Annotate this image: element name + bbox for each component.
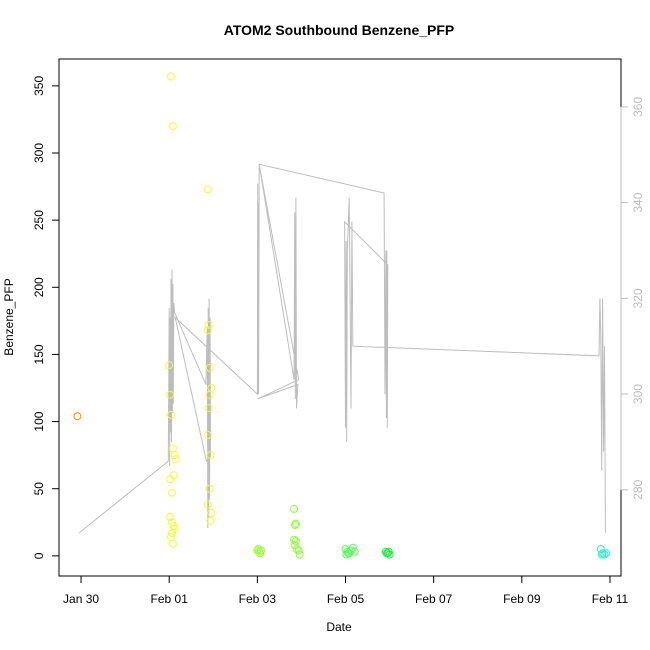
y2-tick-label: 320 <box>631 288 645 308</box>
data-point <box>169 471 178 480</box>
y-tick-label: 350 <box>32 76 46 96</box>
points-layer <box>73 72 611 559</box>
x-tick-label: Feb 05 <box>327 592 365 606</box>
data-point <box>203 326 212 335</box>
x-tick-label: Feb 07 <box>415 592 453 606</box>
data-point <box>203 500 212 509</box>
data-point <box>291 541 299 550</box>
data-point <box>290 535 299 544</box>
y2-tick-label: 300 <box>631 384 645 404</box>
data-point <box>168 518 176 527</box>
data-point <box>167 533 175 542</box>
chart-title: ATOM2 Southbound Benzene_PFP <box>224 22 455 38</box>
data-point <box>290 504 299 513</box>
data-point <box>344 549 353 558</box>
data-point <box>205 390 214 399</box>
data-point <box>205 484 214 493</box>
line-series <box>78 163 606 534</box>
y-tick-label: 0 <box>32 552 46 559</box>
data-point <box>168 444 177 453</box>
y-tick-label: 300 <box>32 143 46 163</box>
data-point <box>295 550 304 559</box>
data-point <box>206 516 215 525</box>
data-point <box>170 451 179 460</box>
y2-tick-label: 340 <box>631 192 645 212</box>
plot-frame <box>58 58 622 577</box>
data-point <box>206 451 215 460</box>
y-tick-label: 200 <box>32 277 46 297</box>
data-point <box>253 546 262 555</box>
y-tick-label: 150 <box>32 344 46 364</box>
data-point <box>168 122 177 131</box>
data-point <box>167 72 175 81</box>
y2-axis: 280 300 320 340 360 <box>620 97 645 500</box>
x-tick-label: Feb 01 <box>151 592 189 606</box>
data-point <box>602 549 611 558</box>
data-point <box>207 508 216 517</box>
data-point <box>597 550 606 559</box>
data-point <box>203 185 212 194</box>
data-point <box>291 521 299 529</box>
data-point <box>168 488 176 497</box>
x-tick-label: Feb 03 <box>239 592 277 606</box>
data-point <box>166 512 175 521</box>
data-point <box>348 543 357 552</box>
data-point <box>203 431 212 439</box>
y-tick-label: 100 <box>32 411 46 431</box>
data-point <box>596 545 605 554</box>
data-point <box>294 546 303 555</box>
data-point <box>382 549 391 558</box>
x-tick-label: Feb 09 <box>503 592 541 606</box>
y-axis: 0 50 100 150 200 250 300 350 <box>32 76 60 559</box>
y-tick-label: 250 <box>32 210 46 230</box>
data-point <box>168 529 176 537</box>
y-axis-label: Benzene_PFP <box>2 278 16 355</box>
series-line <box>78 163 606 534</box>
x-tick-label: Feb 11 <box>592 592 629 606</box>
y2-tick-label: 360 <box>631 97 645 117</box>
x-tick-label: Jan 30 <box>63 592 99 606</box>
data-point <box>167 410 175 419</box>
data-point <box>598 549 607 558</box>
data-point <box>291 519 300 528</box>
x-axis: Jan 30 Feb 01 Feb 03 Feb 05 Feb 07 Feb 09 Feb … <box>63 575 629 606</box>
data-point <box>205 363 214 372</box>
y2-tick-label: 280 <box>631 480 645 500</box>
data-point <box>384 547 393 556</box>
data-point <box>166 390 175 399</box>
data-point <box>165 361 174 370</box>
data-point <box>256 549 265 558</box>
data-point <box>600 550 609 559</box>
data-point <box>291 537 300 546</box>
data-point <box>204 320 213 329</box>
data-point <box>168 539 177 548</box>
data-point <box>204 404 213 413</box>
x-axis-label: Date <box>326 620 352 634</box>
data-point <box>166 475 175 484</box>
data-point <box>171 455 180 464</box>
y-tick-label: 50 <box>32 482 46 496</box>
data-point <box>254 545 263 554</box>
data-point <box>73 412 82 421</box>
data-point <box>342 550 351 559</box>
data-point <box>170 525 179 533</box>
